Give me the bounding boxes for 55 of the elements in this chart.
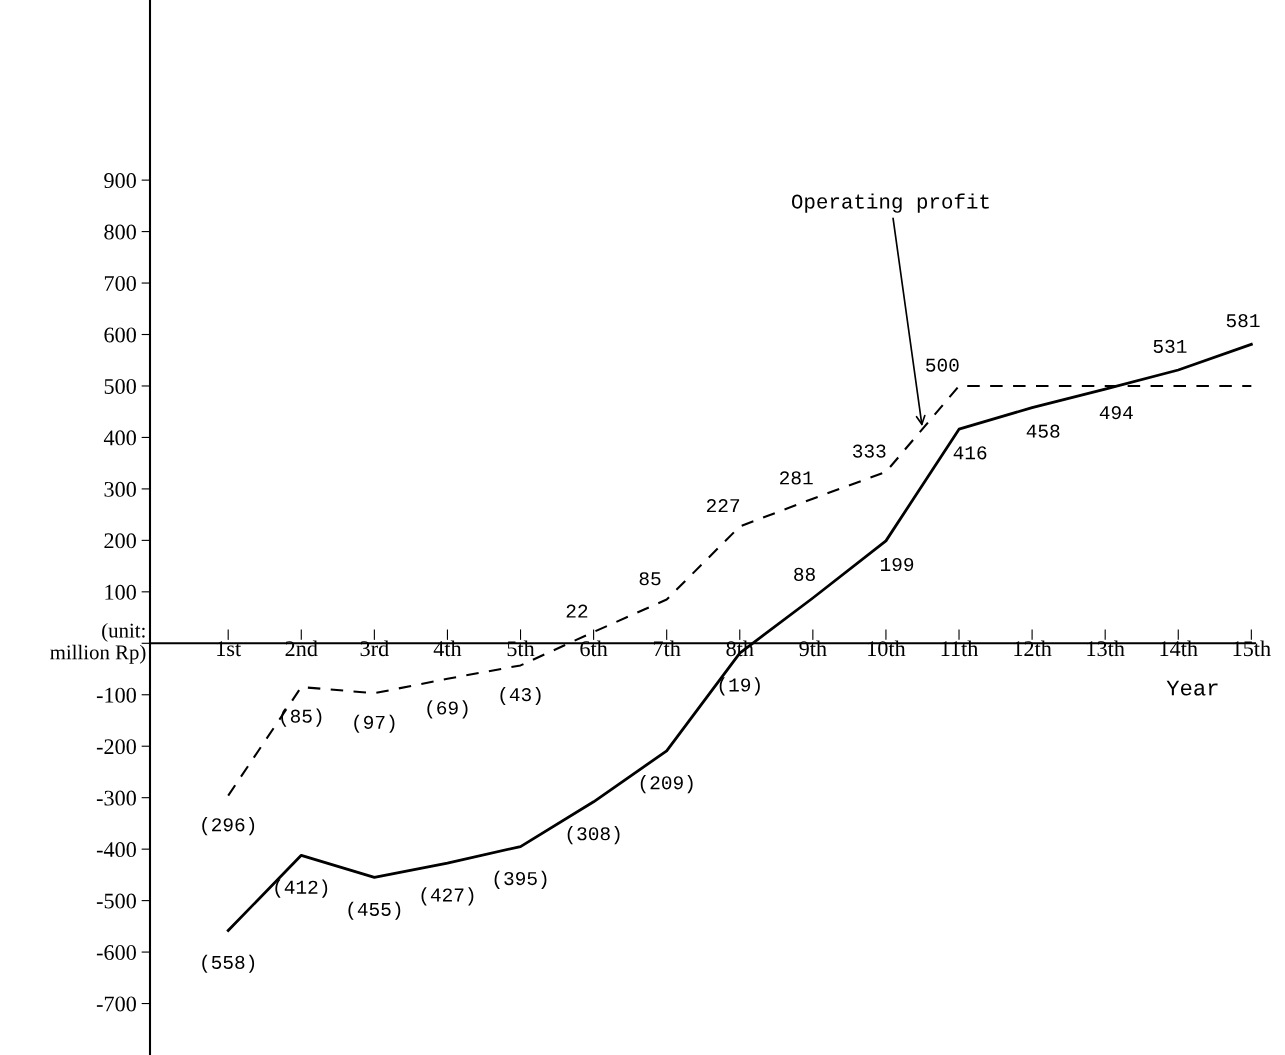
data-label: 85 bbox=[639, 572, 661, 586]
y-tick-label: 400 bbox=[103, 430, 136, 446]
y-tick-label: 600 bbox=[104, 327, 136, 343]
text: Operating profit bbox=[791, 193, 989, 213]
data-label: 494 bbox=[1099, 406, 1133, 420]
x-tick-label: 6th bbox=[580, 640, 608, 657]
data-label: (85) bbox=[281, 708, 322, 727]
y-tick-label: 700 bbox=[104, 275, 136, 291]
x-tick-label: 7th bbox=[653, 640, 681, 657]
data-label: 458 bbox=[1026, 424, 1060, 438]
y-tick-label: -700 bbox=[96, 996, 136, 1012]
data-label: (209) bbox=[640, 775, 693, 794]
data-label: 416 bbox=[953, 446, 987, 460]
data-label: (455) bbox=[348, 901, 401, 920]
data-label: (296) bbox=[202, 817, 255, 836]
data-label: (69) bbox=[427, 700, 468, 719]
data-label: (308) bbox=[567, 826, 620, 845]
x-tick-label: 2nd bbox=[285, 640, 318, 657]
y-tick-label: 100 bbox=[105, 584, 136, 600]
x-tick-label: 3rd bbox=[360, 640, 389, 657]
y-tick-label: 500 bbox=[104, 378, 136, 394]
data-label: (43) bbox=[500, 686, 541, 706]
y-tick-label: 900 bbox=[104, 173, 136, 189]
y-tick-label: -100 bbox=[96, 687, 136, 703]
data-label: 333 bbox=[852, 444, 886, 458]
y-tick-label: 200 bbox=[104, 533, 136, 549]
data-label: (427) bbox=[421, 887, 474, 906]
x-tick-label: 15th bbox=[1233, 640, 1271, 657]
y-axis-title: (unit: million Rp) bbox=[50, 622, 146, 664]
x-tick-label: 4th bbox=[433, 640, 462, 657]
data-label: 281 bbox=[780, 471, 813, 485]
y-tick-label: -600 bbox=[96, 945, 136, 960]
data-label: 88 bbox=[794, 567, 815, 581]
y-tick-label: -300 bbox=[96, 790, 136, 806]
data-label: (97) bbox=[354, 714, 395, 733]
data-label: 199 bbox=[880, 557, 914, 572]
y-tick-label: -200 bbox=[96, 739, 136, 755]
x-tick-label: 14th bbox=[1160, 640, 1198, 657]
y-tick-label: 300 bbox=[104, 481, 136, 497]
y-tick-label: -500 bbox=[96, 893, 136, 909]
data-label: 22 bbox=[566, 604, 588, 618]
data-label: (412) bbox=[275, 879, 328, 898]
y-tick-label: 800 bbox=[104, 224, 136, 240]
data-label: (558) bbox=[202, 954, 255, 973]
x-axis-title: Year bbox=[1166, 680, 1218, 696]
x-tick-label: 1st bbox=[217, 641, 242, 657]
x-tick-label: 9th bbox=[799, 640, 827, 657]
data-label: 227 bbox=[706, 499, 740, 513]
data-label: (395) bbox=[494, 870, 547, 889]
y-tick-label: -400 bbox=[96, 842, 136, 858]
data-label: (19) bbox=[719, 677, 760, 696]
x-tick-label: 5th bbox=[507, 640, 535, 657]
data-label: 500 bbox=[926, 358, 959, 372]
data-label: 581 bbox=[1226, 314, 1260, 328]
data-label: 531 bbox=[1153, 339, 1187, 354]
